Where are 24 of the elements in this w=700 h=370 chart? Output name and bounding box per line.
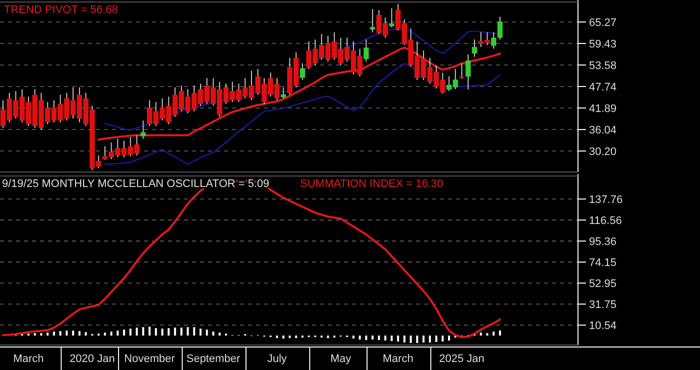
x-tick-label: 2020 Jan — [70, 353, 115, 365]
y-tick-label: 95.36 — [589, 236, 617, 248]
x-tick-label: March — [382, 353, 414, 365]
y-tick-label: 36.04 — [589, 124, 617, 136]
annotation: SUMMATION INDEX = 16.30 — [300, 178, 444, 190]
x-tick-label: November — [124, 353, 176, 365]
y-tick-label: 74.15 — [589, 256, 617, 269]
y-tick-label: 41.89 — [589, 102, 617, 115]
y-tick-label: 137.76 — [589, 194, 623, 206]
x-tick-label: September — [186, 353, 241, 365]
y-tick-label: 53.58 — [589, 60, 617, 72]
y-tick-label: 47.74 — [589, 81, 617, 94]
y-tick-label: 10.54 — [589, 320, 617, 332]
annotation: TREND PIVOT = 56.68 — [4, 4, 118, 16]
y-tick-label: 65.27 — [589, 16, 617, 29]
y-tick-label: 31.75 — [589, 298, 617, 311]
y-tick-label: 116.56 — [589, 214, 622, 227]
y-tick-label: 52.95 — [589, 278, 617, 290]
x-tick-label: July — [267, 353, 288, 365]
x-tick-label: March — [13, 353, 44, 365]
y-tick-label: 59.43 — [589, 38, 617, 50]
x-tick-label: 2025 Jan — [439, 353, 484, 365]
x-tick-label: May — [330, 353, 352, 365]
y-tick-label: 30.20 — [589, 146, 617, 158]
